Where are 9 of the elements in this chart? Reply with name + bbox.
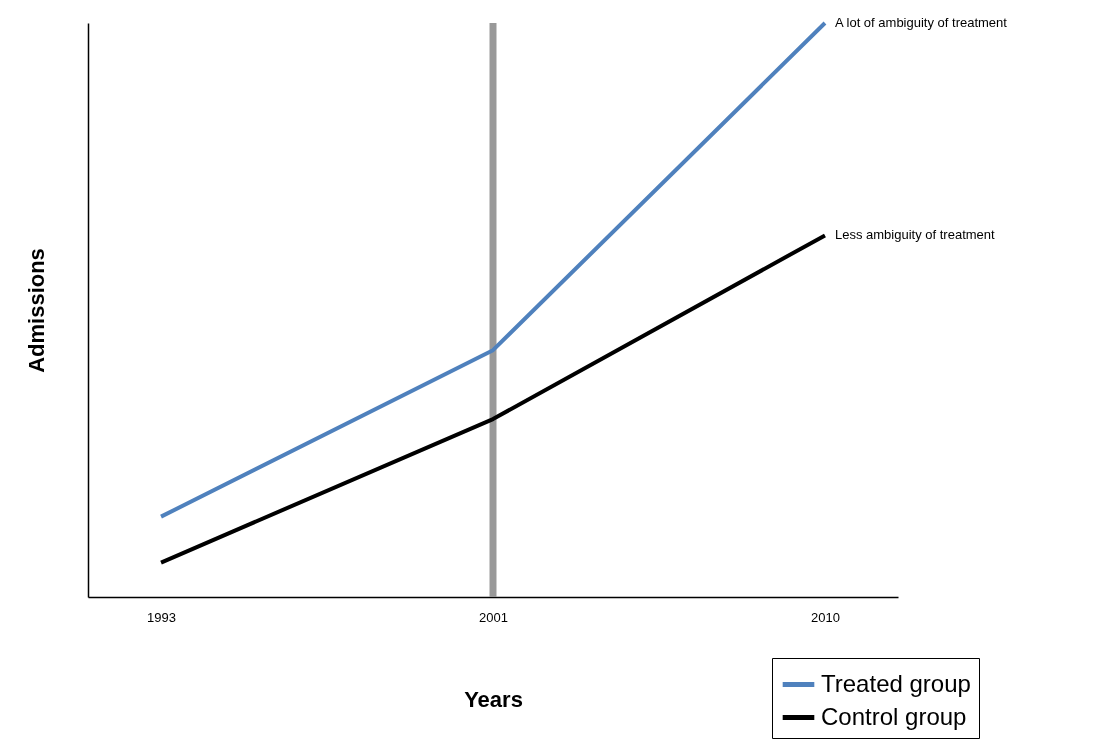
x-axis-title: Years <box>464 686 523 712</box>
y-axis-title: Admissions <box>23 248 49 373</box>
x-tick-label: 1993 <box>147 609 176 625</box>
legend-label: Treated group <box>821 669 971 697</box>
x-tick-label: 2001 <box>479 609 508 625</box>
annotation: A lot of ambiguity of treatment <box>834 15 1008 30</box>
legend-label: Control group <box>821 702 967 730</box>
annotation: Less ambiguity of treatment <box>834 227 996 243</box>
x-tick-label: 2010 <box>811 609 840 625</box>
